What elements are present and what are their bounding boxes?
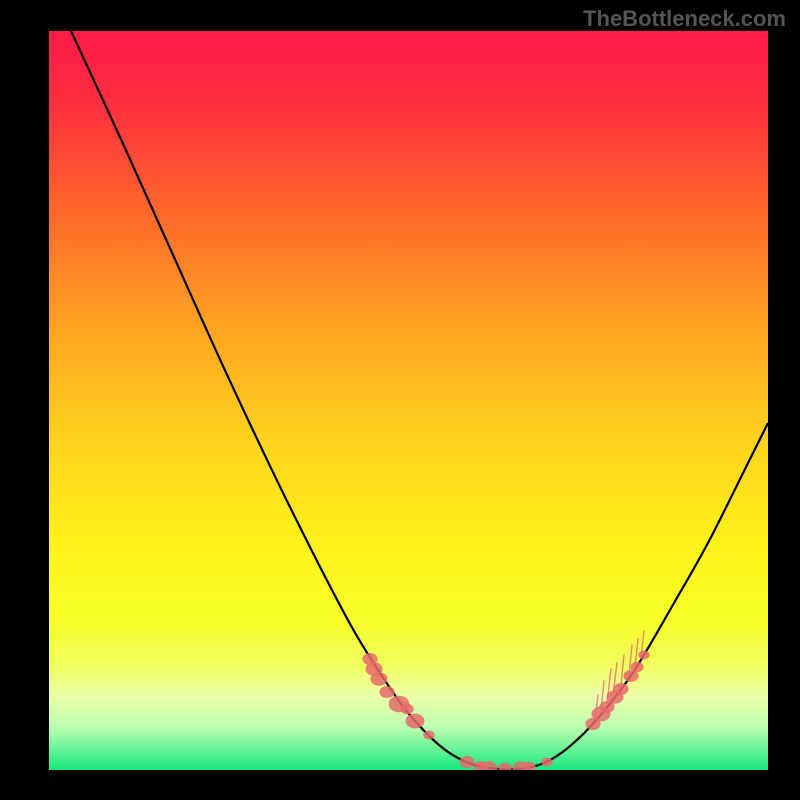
marker-dot bbox=[638, 651, 649, 660]
marker-dot bbox=[406, 714, 425, 729]
feather-line bbox=[621, 655, 624, 685]
marker-cluster bbox=[362, 651, 649, 771]
marker-dot bbox=[423, 731, 434, 740]
marker-dot bbox=[400, 704, 413, 715]
marker-dot bbox=[459, 756, 474, 768]
plot-area bbox=[49, 31, 768, 770]
curve-layer bbox=[49, 31, 768, 770]
chart-container: TheBottleneck.com bbox=[0, 0, 800, 800]
marker-dot bbox=[541, 758, 552, 767]
marker-dot bbox=[370, 672, 387, 686]
main-curve bbox=[71, 31, 768, 769]
marker-dot bbox=[498, 763, 511, 770]
marker-dot bbox=[379, 686, 394, 698]
marker-dot bbox=[630, 662, 643, 673]
watermark-text: TheBottleneck.com bbox=[583, 6, 786, 32]
marker-dot bbox=[613, 683, 628, 695]
